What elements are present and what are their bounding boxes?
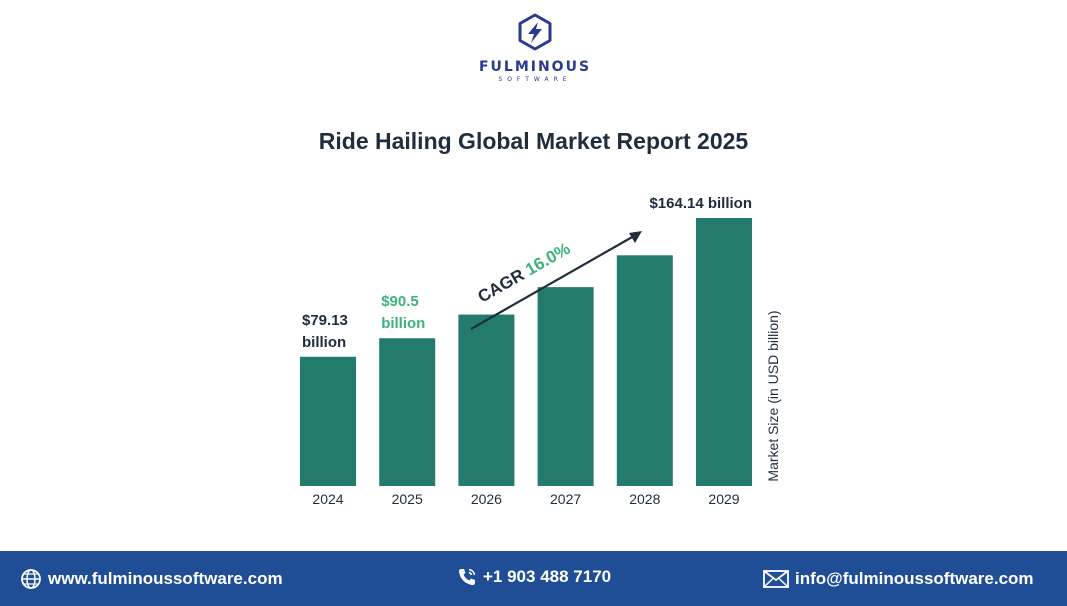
lightning-hexagon-icon [518,13,552,51]
bar-2028 [616,255,673,486]
brand-tagline: SOFTWARE [498,76,572,83]
x-tick-label-2024: 2024 [312,491,343,507]
bar-2027 [537,287,594,486]
footer-website-link[interactable]: www.fulminoussoftware.com [20,568,283,590]
chart-title: Ride Hailing Global Market Report 2025 [318,128,749,154]
brand-name: FULMINOUS [478,59,592,75]
x-tick-label-2027: 2027 [550,491,581,507]
brand-logo: FULMINOUS SOFTWARE [470,12,600,86]
footer-email-link[interactable]: info@fulminoussoftware.com [763,568,1034,590]
footer-bar: www.fulminoussoftware.com +1 903 488 717… [0,551,1067,606]
x-tick-label-2028: 2028 [629,491,660,507]
footer-email-text: info@fulminoussoftware.com [795,569,1034,588]
footer-phone-link[interactable]: +1 903 488 7170 [457,566,611,588]
bar-chart: 2024 2025 2026 2027 2028 2029 $79.13 billion $90… [300,195,781,507]
cagr-arrow-line [470,235,635,330]
data-label-2025-0: $90.5 [381,293,419,310]
x-tick-label-2025: 2025 [392,491,423,507]
footer-website-text: www.fulminoussoftware.com [48,569,283,588]
bar-2026 [458,314,515,486]
data-label-2029-0: $164.14 billion [649,195,752,212]
bar-2024 [300,356,356,486]
bar-2025 [379,338,436,486]
x-tick-label-2029: 2029 [708,491,739,507]
mail-icon [763,570,789,588]
y-axis-label: Market Size (in USD billion) [765,310,781,481]
globe-icon [21,569,41,589]
bar-2029 [696,218,752,486]
phone-icon [459,568,476,585]
x-tick-label-2026: 2026 [471,491,502,507]
cagr-value: 16.0% [522,239,573,279]
data-label-2024-1: billion [302,334,346,351]
data-label-2025-1: billion [381,315,425,332]
footer-phone-text: +1 903 488 7170 [483,567,612,586]
cagr-arrowhead [629,231,642,243]
data-label-2024-0: $79.13 [302,312,348,329]
